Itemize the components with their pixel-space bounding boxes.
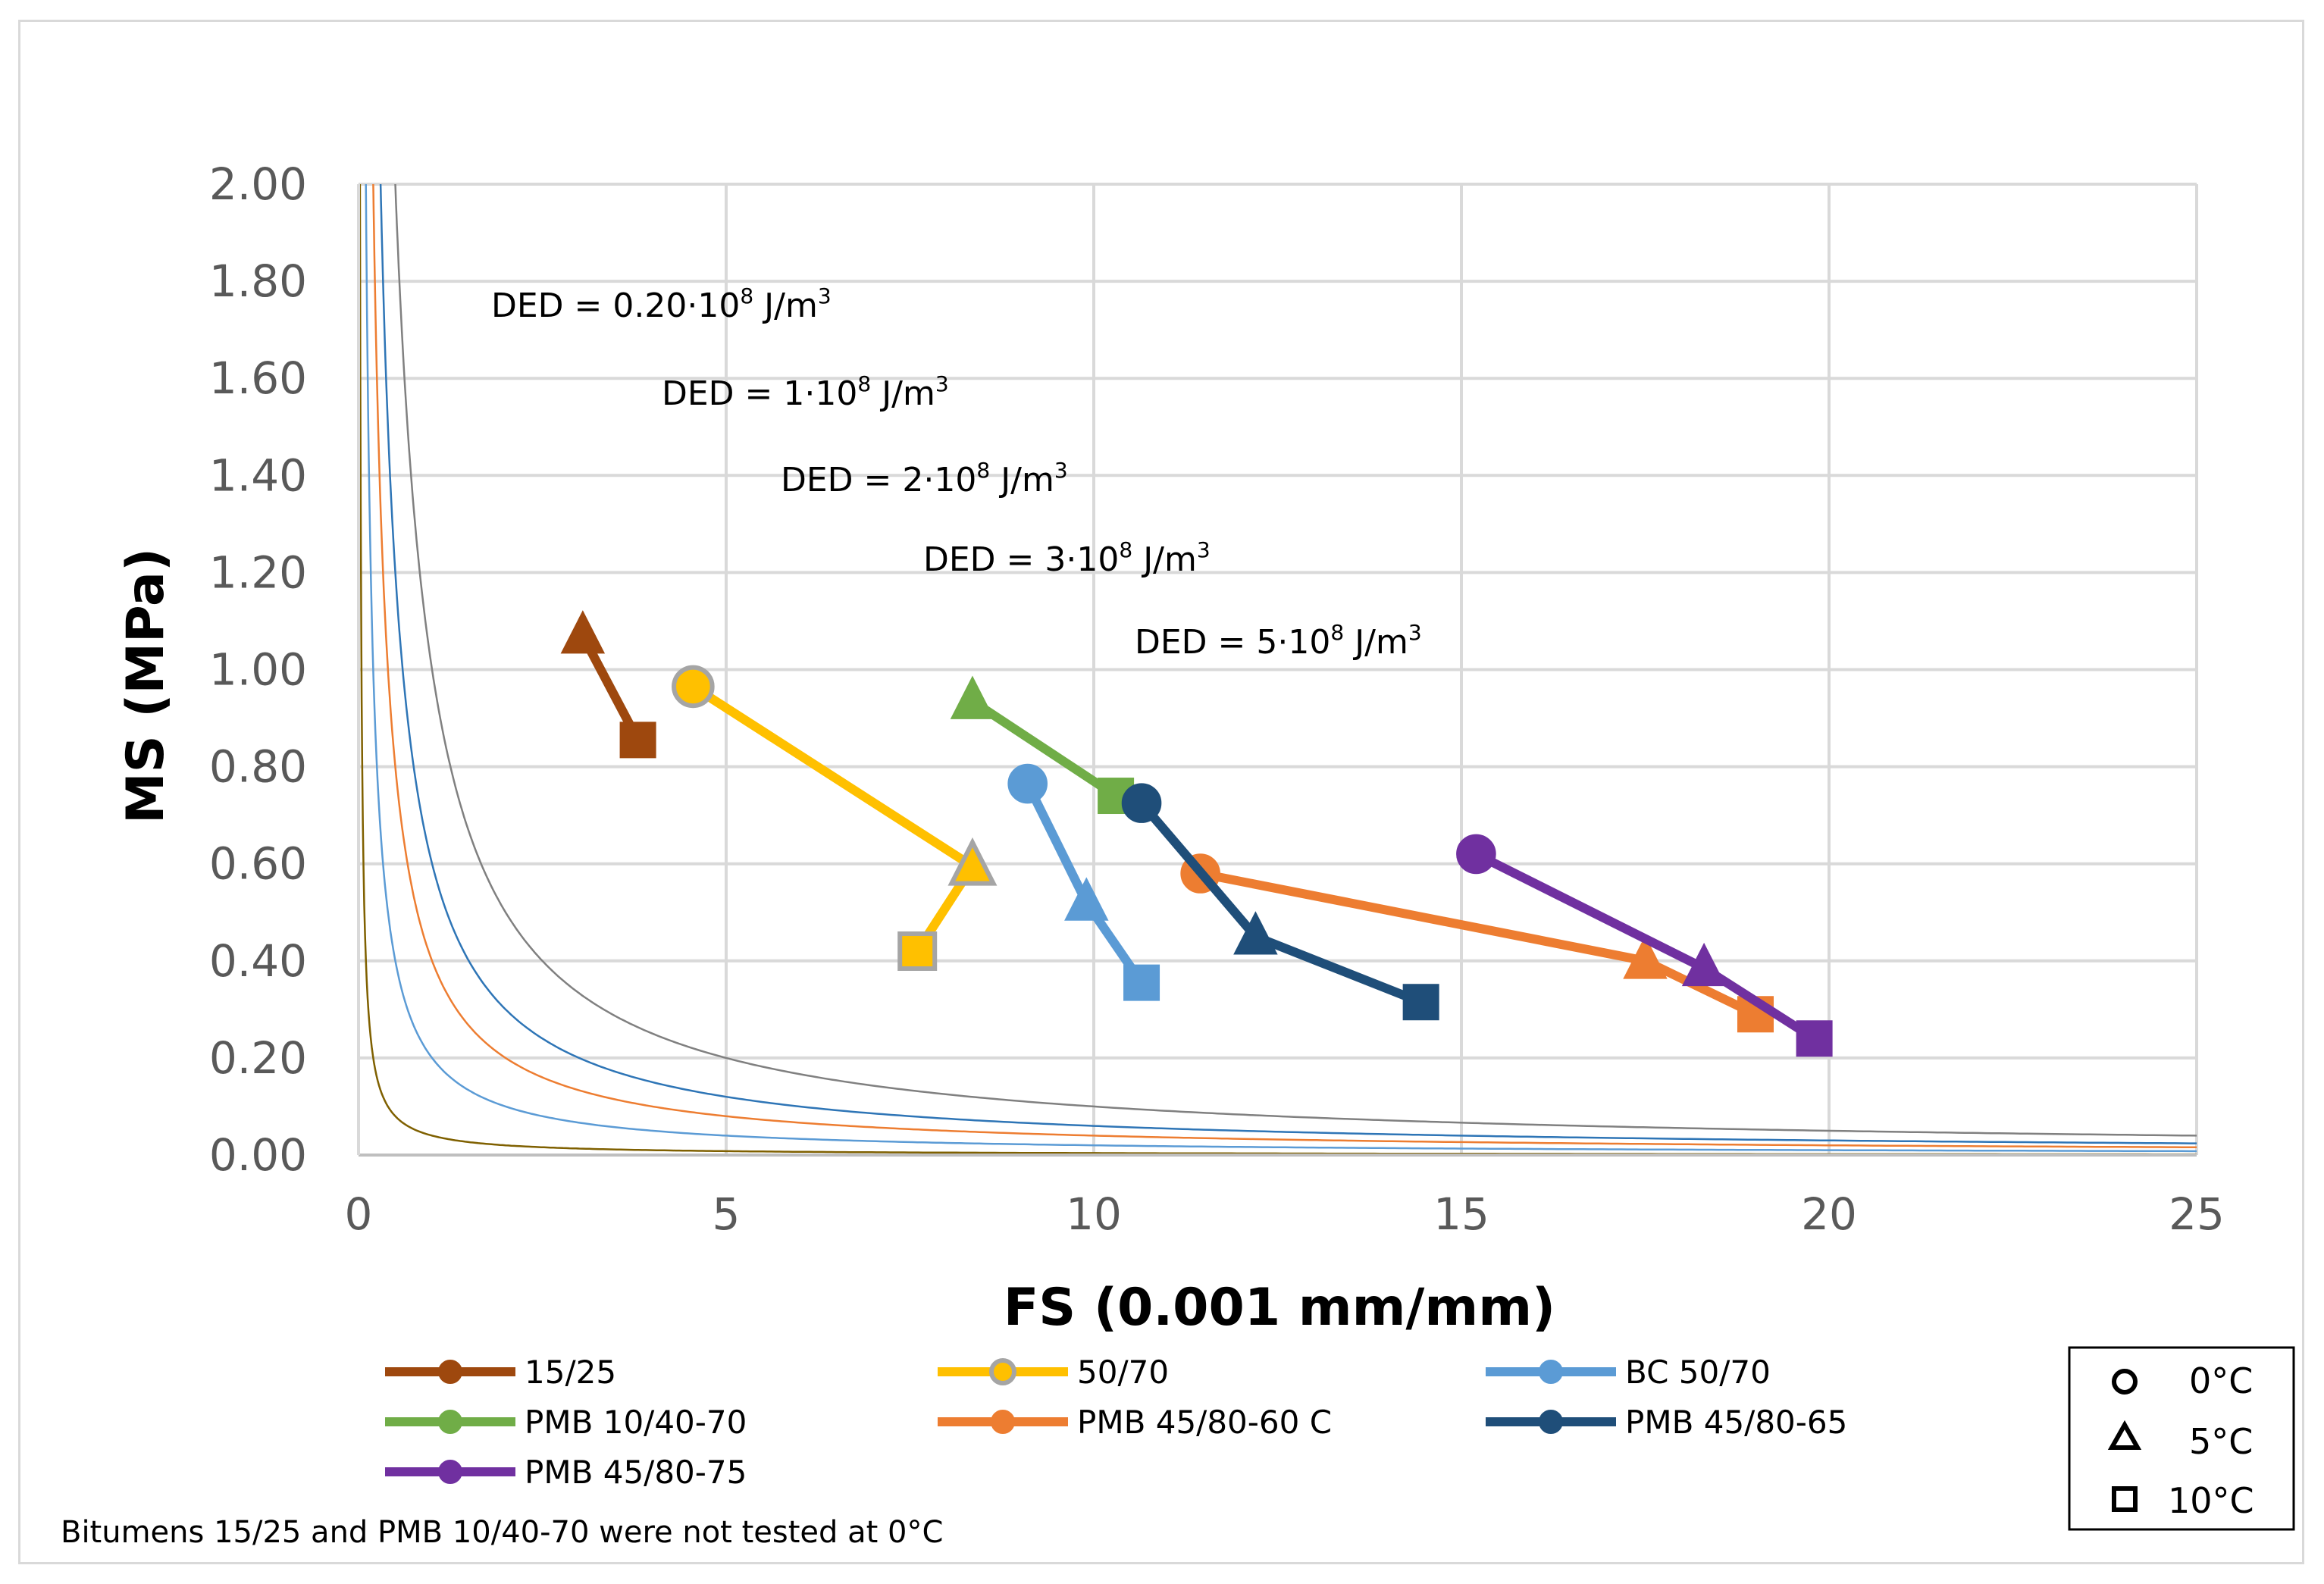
series-pmb-45-80-65: [1121, 783, 1439, 1021]
y-tick-label: 1.80: [209, 255, 307, 307]
data-point: [619, 722, 656, 759]
y-tick-label: 1.60: [209, 352, 307, 404]
legend-marker: [1539, 1410, 1563, 1434]
ded-label: DED = 3·108 J/m3: [923, 537, 1211, 579]
legend-marker: [438, 1460, 462, 1484]
legend-label: PMB 45/80-75: [525, 1454, 747, 1491]
axes: [357, 184, 2197, 1157]
series-pmb-45-80-75: [1456, 834, 1833, 1057]
legend-item: PMB 45/80-75: [385, 1454, 747, 1491]
series-bc-50-70: [1007, 763, 1160, 1001]
data-point: [1121, 783, 1162, 823]
gridlines: [359, 183, 2198, 1157]
ded-curve: [365, 183, 2197, 1153]
y-tick-label: 1.40: [209, 449, 307, 501]
y-tick-label: 1.00: [209, 644, 307, 696]
legend-marker: [438, 1410, 462, 1434]
data-point: [1123, 964, 1160, 1001]
x-tick-label: 20: [1801, 1188, 1857, 1240]
footnote: Bitumens 15/25 and PMB 10/40-70 were not…: [61, 1515, 943, 1550]
y-tick-label: 1.20: [209, 546, 307, 598]
y-axis-title: MS (MPa): [116, 548, 176, 824]
x-tick-label: 0: [345, 1188, 373, 1240]
legend-marker: [438, 1360, 462, 1384]
data-point: [560, 610, 606, 654]
legend-item: PMB 10/40-70: [385, 1404, 747, 1441]
legend-label: 15/25: [525, 1354, 616, 1391]
data-point: [1233, 911, 1278, 955]
data-point: [950, 675, 995, 719]
ded-label: DED = 5·108 J/m3: [1135, 620, 1422, 662]
data-point: [1456, 834, 1496, 875]
x-tick-label: 25: [2169, 1188, 2225, 1240]
data-point: [947, 837, 998, 886]
ded-labels: DED = 0.20·108 J/m3 DED = 1·108 J/m3 DED =…: [491, 283, 1422, 662]
series-line: [1138, 800, 1423, 1006]
x-tick-label: 5: [713, 1188, 741, 1240]
marker-legend-label: 0°C: [2189, 1360, 2253, 1401]
legend-item: 50/70: [938, 1354, 1169, 1391]
data-series: [560, 610, 1833, 1057]
marker-legend-label: 10°C: [2168, 1480, 2254, 1521]
legend-label: PMB 45/80-60 C: [1077, 1404, 1332, 1441]
data-point: [1623, 935, 1668, 979]
series-pmb-10-40-70: [950, 675, 1135, 815]
data-point: [897, 931, 938, 971]
y-tick-label: 0.60: [209, 838, 307, 890]
ded-curve: [394, 183, 2197, 1137]
ded-label: DED = 0.20·108 J/m3: [491, 283, 832, 325]
data-point: [1796, 1020, 1833, 1057]
y-tick-label: 2.00: [209, 158, 307, 210]
ded-curve: [372, 183, 2197, 1149]
data-point: [672, 665, 715, 709]
x-tick-label: 15: [1433, 1188, 1489, 1240]
y-tick-label: 0.80: [209, 741, 307, 793]
ded-curve: [379, 183, 2197, 1144]
y-tick-label: 0.20: [209, 1032, 307, 1084]
series-legend: 15/25 50/70 BC 50/70 PMB 10/40-70 PMB 45/80-…: [385, 1354, 1847, 1491]
legend-item: 15/25: [385, 1354, 616, 1391]
legend-marker: [991, 1410, 1015, 1434]
data-point: [1402, 984, 1439, 1021]
y-tick-label: 0.40: [209, 935, 307, 987]
legend-label: PMB 45/80-65: [1625, 1404, 1847, 1441]
legend-item: PMB 45/80-60 C: [938, 1404, 1332, 1441]
marker-legend-label: 5°C: [2189, 1421, 2253, 1462]
x-tick-label: 10: [1066, 1188, 1122, 1240]
legend-marker: [989, 1358, 1016, 1385]
series-line: [969, 697, 1119, 800]
legend-label: PMB 10/40-70: [525, 1404, 747, 1441]
tick-labels: 0.00 0.20 0.40 0.60 0.80 1.00 1.20 1.40 1.60 1.80…: [209, 158, 2225, 1240]
data-point: [1681, 942, 1727, 987]
chart-frame: [18, 20, 2304, 1564]
ded-label: DED = 2·108 J/m3: [781, 458, 1068, 499]
circle-symbol-icon: [2112, 1369, 2138, 1395]
data-point: [1064, 877, 1109, 921]
series-line: [691, 682, 977, 954]
ded-label: DED = 1·108 J/m3: [662, 371, 949, 413]
square-symbol-icon: [2112, 1486, 2138, 1512]
legend-marker: [1539, 1360, 1563, 1384]
legend-label: 50/70: [1077, 1354, 1169, 1391]
data-point: [1007, 763, 1048, 804]
marker-legend-box: [2068, 1346, 2295, 1531]
marker-legend: 0°C 5°C 10°C: [2068, 1346, 2295, 1531]
legend-item: PMB 45/80-65: [1486, 1404, 1847, 1441]
y-tick-label: 0.00: [209, 1129, 307, 1181]
series-50-70: [672, 665, 998, 971]
x-axis-title: FS (0.001 mm/mm): [1004, 1278, 1555, 1338]
legend-label: BC 50/70: [1625, 1354, 1771, 1391]
triangle-symbol-icon: [2107, 1420, 2142, 1450]
series-15-25: [560, 610, 656, 759]
legend-item: BC 50/70: [1486, 1354, 1771, 1391]
